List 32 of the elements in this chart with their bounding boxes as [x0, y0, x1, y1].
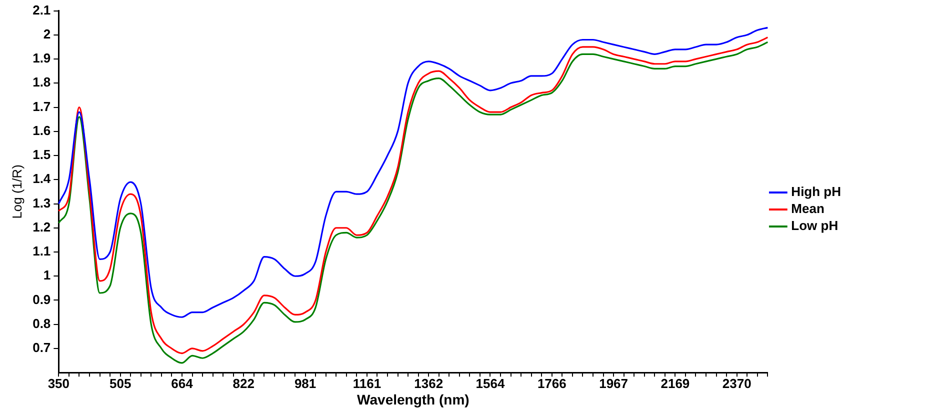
x-tick-label: 1967 [599, 376, 628, 391]
y-tick-label: 1.5 [32, 147, 51, 162]
y-tick-label: 1.2 [32, 219, 51, 234]
y-tick-label: 1.8 [32, 74, 51, 90]
x-tick-label: 505 [109, 376, 132, 391]
y-tick-label: 0.7 [32, 340, 51, 356]
x-tick-label: 1161 [352, 376, 382, 391]
x-axis-title: Wavelength (nm) [357, 391, 470, 408]
y-tick-label: 1.9 [32, 50, 51, 66]
y-tick-label: 2 [43, 26, 51, 42]
y-tick-label: 1.3 [32, 195, 51, 210]
y-tick-label: 0.9 [32, 292, 51, 307]
x-tick-label: 664 [171, 376, 194, 391]
x-tick-label: 1362 [414, 376, 444, 391]
y-tick-label: 2.1 [32, 2, 51, 18]
y-tick-label: 1.1 [32, 244, 51, 259]
legend-label: High pH [791, 184, 842, 200]
y-tick-label: 1 [43, 268, 51, 283]
y-tick-label: 0.8 [32, 316, 51, 331]
x-tick-label: 350 [48, 376, 70, 391]
y-tick-label: 1.7 [32, 98, 51, 114]
x-tick-label: 1564 [476, 376, 506, 391]
x-tick-label: 2169 [660, 376, 690, 391]
x-tick-label: 981 [294, 376, 316, 391]
legend-label: Low pH [791, 218, 838, 234]
x-tick-label: 1766 [537, 376, 566, 391]
y-tick-label: 1.6 [32, 122, 51, 138]
y-tick-label: 1.4 [32, 171, 52, 186]
legend-label: Mean [791, 201, 824, 216]
y-axis-title: Log (1/R) [9, 164, 24, 219]
x-tick-label: 2370 [722, 376, 752, 391]
x-tick-label: 822 [232, 376, 254, 391]
